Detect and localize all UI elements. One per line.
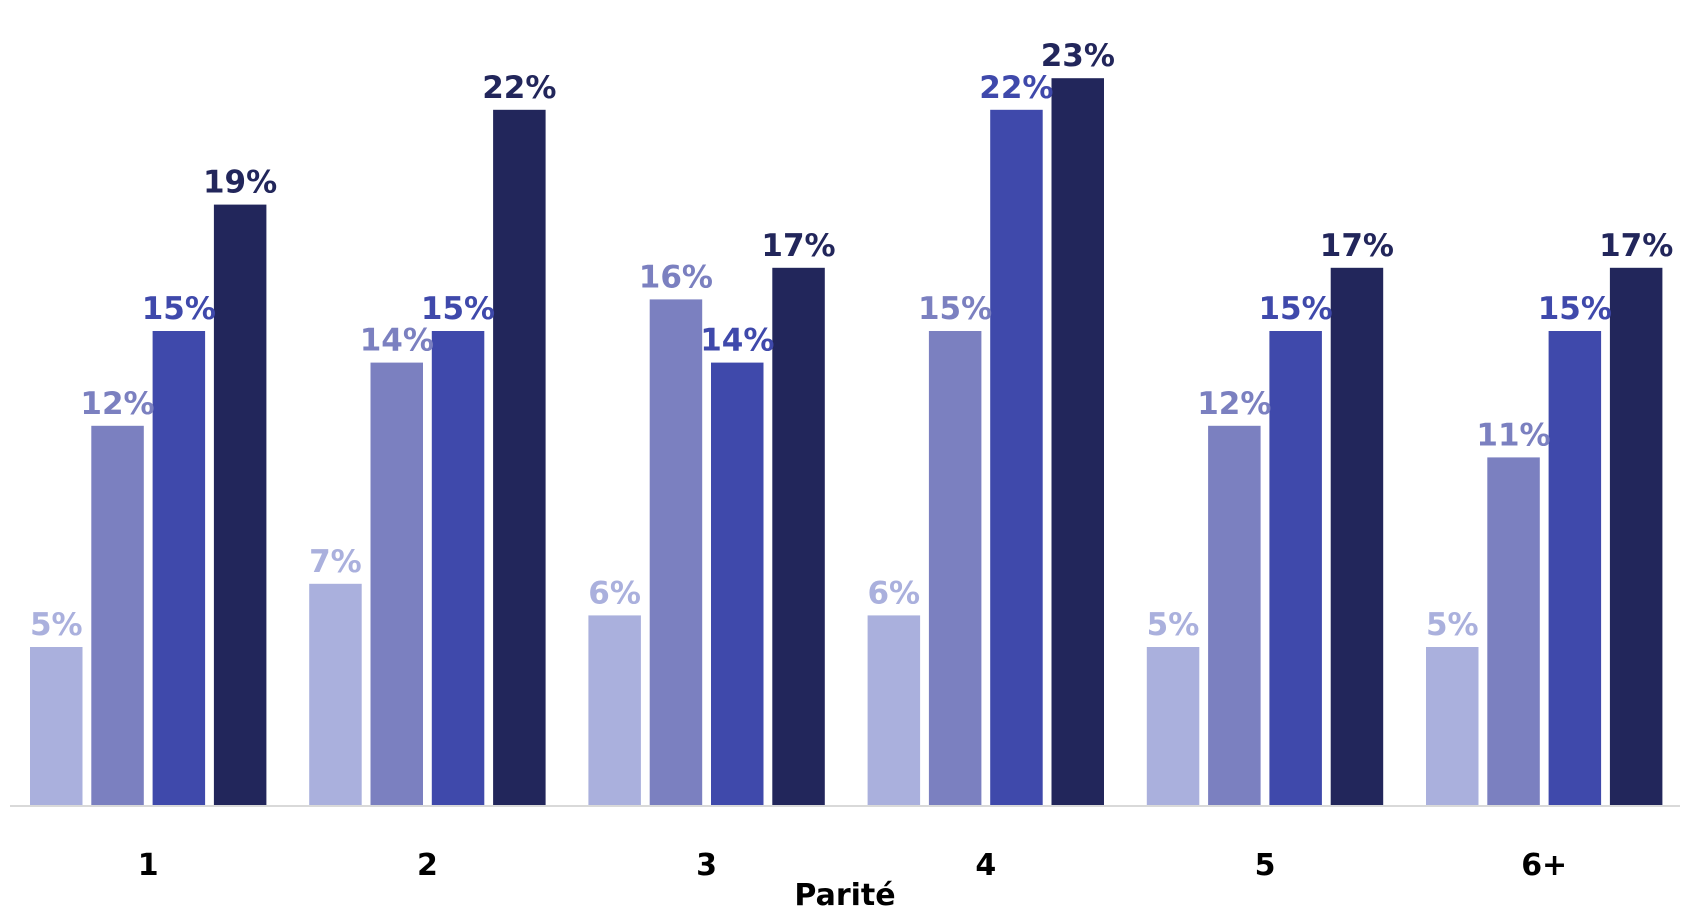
- data-label-3-series-4: 17%: [761, 228, 835, 264]
- bar-1-series-1: [30, 647, 83, 805]
- data-label-6+-series-2: 11%: [1476, 417, 1550, 453]
- bar-3-series-4: [772, 267, 825, 805]
- bar-6+-series-1: [1426, 647, 1479, 805]
- data-label-6+-series-1: 5%: [1426, 607, 1479, 643]
- bar-3-series-2: [649, 299, 703, 805]
- bar-1-series-4: [213, 204, 267, 806]
- data-label-1-series-4: 19%: [203, 165, 277, 201]
- data-label-6+-series-4: 17%: [1599, 228, 1673, 264]
- bar-4-series-2: [928, 331, 982, 805]
- data-label-1-series-3: 15%: [142, 291, 216, 327]
- data-label-4-series-3: 22%: [979, 70, 1053, 106]
- data-label-5-series-3: 15%: [1258, 291, 1332, 327]
- x-tick-label-5: 5: [1255, 848, 1276, 883]
- data-label-1-series-2: 12%: [80, 386, 154, 422]
- bar-4-series-1: [867, 615, 921, 805]
- x-tick-label-6+: 6+: [1521, 848, 1567, 883]
- data-label-5-series-1: 5%: [1147, 607, 1200, 643]
- data-label-2-series-1: 7%: [309, 544, 362, 580]
- bar-3-series-1: [588, 615, 641, 805]
- data-labels-layer: 5%12%15%19%7%14%15%22%6%16%14%17%6%15%22…: [30, 38, 1673, 643]
- bar-6+-series-4: [1609, 267, 1663, 805]
- bar-2-series-4: [493, 109, 546, 806]
- x-axis-label: Parité: [794, 878, 895, 907]
- x-tick-label-3: 3: [696, 848, 717, 883]
- data-label-6+-series-3: 15%: [1538, 291, 1612, 327]
- data-label-2-series-2: 14%: [360, 323, 434, 359]
- data-label-3-series-2: 16%: [639, 259, 713, 295]
- x-tick-label-1: 1: [138, 848, 159, 883]
- data-label-4-series-4: 23%: [1041, 38, 1115, 74]
- x-ticks-layer: 1 2 3 4 5 6+: [138, 848, 1567, 883]
- bar-5-series-1: [1146, 647, 1200, 805]
- data-label-2-series-4: 22%: [482, 70, 556, 106]
- bar-6+-series-2: [1487, 457, 1540, 805]
- bar-5-series-4: [1330, 267, 1384, 805]
- bar-5-series-2: [1208, 425, 1261, 805]
- data-label-5-series-4: 17%: [1320, 228, 1394, 264]
- data-label-4-series-1: 6%: [867, 575, 920, 611]
- bars-layer: [30, 78, 1663, 806]
- bar-6+-series-3: [1548, 331, 1602, 805]
- bar-2-series-3: [431, 331, 485, 805]
- bar-2-series-2: [370, 362, 423, 805]
- x-tick-label-2: 2: [417, 848, 438, 883]
- data-label-5-series-2: 12%: [1197, 386, 1271, 422]
- data-label-1-series-1: 5%: [30, 607, 83, 643]
- bar-1-series-3: [152, 331, 206, 805]
- data-label-2-series-3: 15%: [421, 291, 495, 327]
- bar-1-series-2: [91, 425, 144, 805]
- data-label-3-series-1: 6%: [588, 575, 641, 611]
- bar-4-series-3: [990, 109, 1043, 806]
- bar-5-series-3: [1269, 331, 1322, 805]
- bar-4-series-4: [1051, 78, 1104, 805]
- bar-2-series-1: [309, 583, 362, 805]
- data-label-3-series-3: 14%: [700, 323, 774, 359]
- bar-3-series-3: [711, 362, 764, 805]
- data-label-4-series-2: 15%: [918, 291, 992, 327]
- x-tick-label-4: 4: [975, 848, 996, 883]
